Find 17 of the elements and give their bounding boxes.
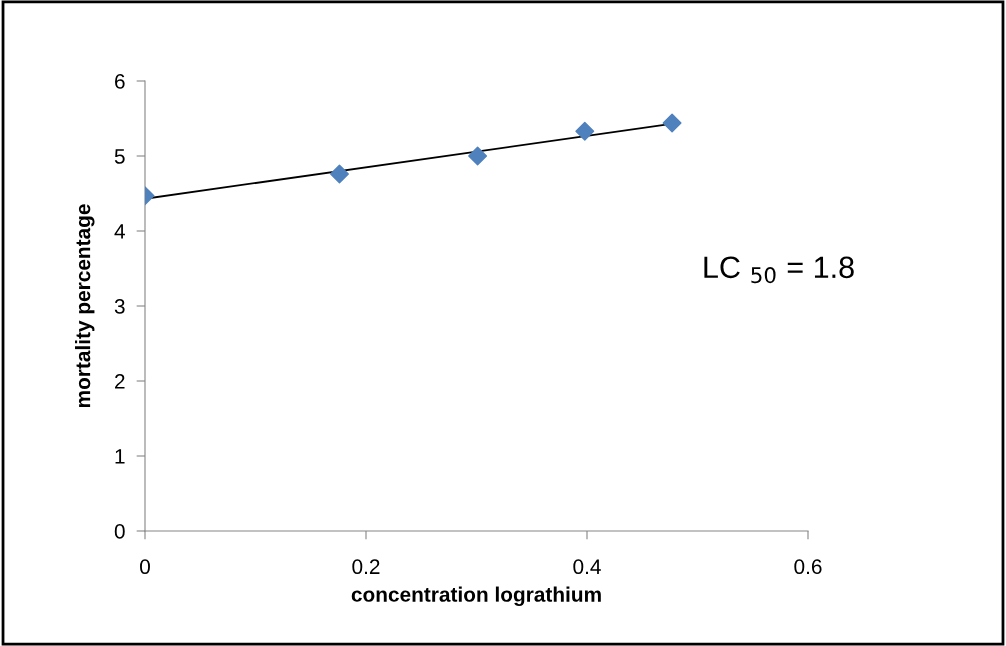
y-axis-title: mortality percentage	[75, 204, 95, 408]
annotation: LC $_{50}$ = 1.8	[704, 256, 854, 284]
x-tick-label: 0.2	[352, 559, 380, 575]
point	[662, 113, 682, 133]
x-tick-label: 0	[140, 559, 150, 575]
x-axis-title: concentration lograthium	[351, 586, 601, 607]
y-tick-label: 4	[114, 224, 125, 239]
y-tick-label: 6	[115, 74, 125, 89]
x-tick-label: 0.4	[573, 559, 601, 575]
y-tick-label: 0	[114, 524, 125, 539]
x-tick-label: 0.6	[794, 559, 822, 575]
y-tick-label: 1	[115, 449, 125, 464]
y-tick-label: 2	[115, 374, 125, 389]
y-tick-label: 5	[114, 149, 125, 164]
y-tick-label: 3	[114, 299, 125, 314]
point	[575, 121, 595, 141]
point	[468, 146, 488, 166]
